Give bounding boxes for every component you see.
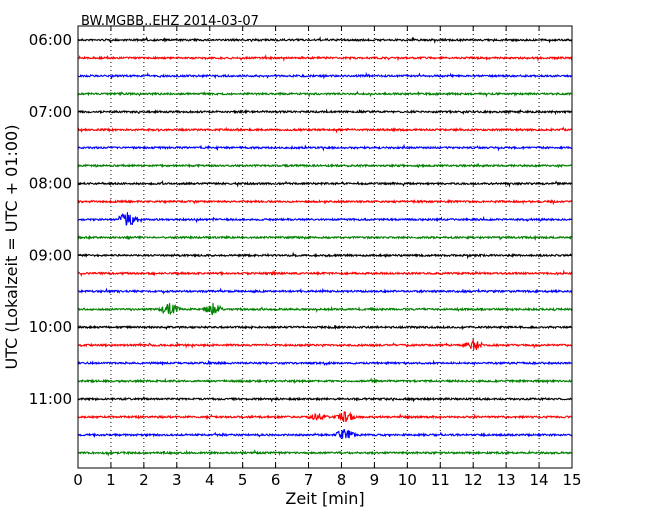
x-tick-label: 10 <box>398 471 417 489</box>
y-tick-label: 07:00 <box>29 103 72 121</box>
x-tick-label: 11 <box>431 471 450 489</box>
trace-0645 <box>77 90 573 98</box>
x-tick-label: 15 <box>562 471 581 489</box>
trace-0730 <box>77 143 573 152</box>
trace-0815 <box>77 198 573 206</box>
trace-1115 <box>77 411 573 423</box>
trace-0945 <box>77 302 573 316</box>
y-axis-ticks: 06:00 07:00 08:00 09:00 10:00 11:00 <box>29 31 572 408</box>
x-tick-label: 13 <box>497 471 516 489</box>
y-tick-label: 08:00 <box>29 175 72 193</box>
plot-frame <box>77 25 573 469</box>
y-axis-label: UTC (Lokalzeit = UTC + 01:00) <box>2 125 21 370</box>
trace-1130 <box>77 428 573 439</box>
x-tick-label: 2 <box>139 471 149 489</box>
y-tick-label: 09:00 <box>29 246 72 264</box>
trace-0715 <box>77 126 573 134</box>
trace-0630 <box>77 71 573 80</box>
y-tick-label: 06:00 <box>29 31 72 49</box>
trace-0930 <box>77 287 573 295</box>
y-tick-label: 11:00 <box>29 390 72 408</box>
trace-0915 <box>77 269 573 277</box>
trace-1145 <box>77 449 573 457</box>
x-tick-label: 3 <box>172 471 182 489</box>
trace-1045 <box>77 377 573 385</box>
y-tick-label: 10:00 <box>29 318 72 336</box>
trace-0600 <box>77 36 573 44</box>
x-tick-label: 6 <box>271 471 281 489</box>
x-tick-label: 14 <box>530 471 549 489</box>
x-axis-label: Zeit [min] <box>285 489 364 508</box>
x-tick-label: 8 <box>337 471 347 489</box>
trace-0700 <box>77 108 573 116</box>
trace-0745 <box>77 162 573 169</box>
trace-1100 <box>77 395 573 403</box>
seismic-traces <box>77 36 573 457</box>
trace-0845 <box>77 234 573 241</box>
trace-0615 <box>77 53 573 62</box>
x-tick-label: 9 <box>370 471 380 489</box>
x-tick-label: 1 <box>106 471 116 489</box>
trace-1000 <box>77 324 573 331</box>
x-tick-label: 0 <box>73 471 83 489</box>
trace-1015 <box>77 339 573 351</box>
grid-lines <box>110 26 540 468</box>
trace-0800 <box>77 179 573 188</box>
trace-1030 <box>77 359 573 366</box>
x-tick-label: 7 <box>304 471 314 489</box>
x-tick-label: 5 <box>238 471 248 489</box>
trace-0830 <box>77 212 573 226</box>
trace-0900 <box>77 251 573 260</box>
x-tick-label: 4 <box>205 471 215 489</box>
chart-title: BW.MGBB..EHZ 2014-03-07 <box>81 14 259 29</box>
x-tick-label: 12 <box>464 471 483 489</box>
x-axis-ticks: 0 1 2 3 4 5 6 7 8 9 10 11 12 13 14 15 <box>73 26 582 489</box>
